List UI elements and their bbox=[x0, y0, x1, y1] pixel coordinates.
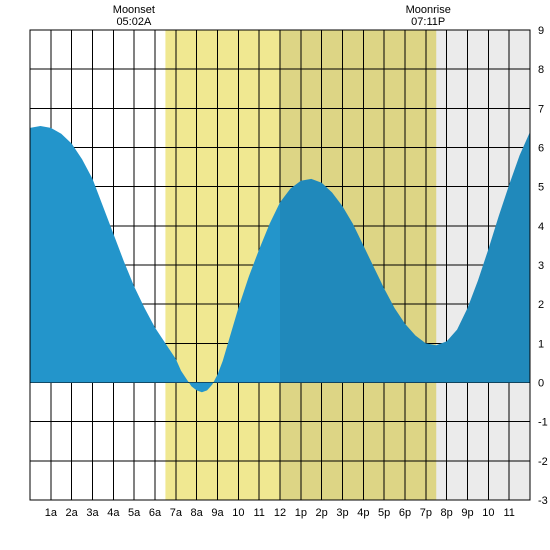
y-tick-label: -3 bbox=[538, 495, 548, 507]
y-tick-label: -2 bbox=[538, 456, 548, 468]
x-tick-label: 2a bbox=[66, 507, 79, 519]
x-tick-label: 3p bbox=[336, 507, 348, 519]
moonrise-label: Moonrise 07:11P bbox=[406, 4, 451, 28]
x-tick-label: 9a bbox=[211, 507, 224, 519]
x-tick-label: 8p bbox=[441, 507, 453, 519]
moonset-title: Moonset bbox=[113, 4, 155, 16]
x-tick-label: 11 bbox=[503, 507, 514, 519]
x-tick-label: 5p bbox=[378, 507, 390, 519]
x-tick-label: 10 bbox=[232, 507, 244, 519]
y-tick-label: 3 bbox=[538, 260, 544, 272]
x-tick-label: 9p bbox=[461, 507, 473, 519]
chart-svg: -3-2-101234567891a2a3a4a5a6a7a8a9a101112… bbox=[0, 0, 550, 550]
moonrise-time: 07:11P bbox=[406, 16, 451, 28]
y-tick-label: 2 bbox=[538, 299, 544, 311]
y-tick-label: 9 bbox=[538, 25, 544, 37]
x-tick-label: 1p bbox=[295, 507, 307, 519]
x-tick-label: 3a bbox=[86, 507, 99, 519]
pm-overlay bbox=[280, 30, 530, 500]
y-tick-label: 8 bbox=[538, 64, 544, 76]
moonrise-title: Moonrise bbox=[406, 4, 451, 16]
y-tick-label: 6 bbox=[538, 143, 544, 155]
x-tick-label: 6a bbox=[149, 507, 162, 519]
y-tick-label: -1 bbox=[538, 417, 548, 429]
moonset-time: 05:02A bbox=[113, 16, 155, 28]
x-tick-label: 4p bbox=[357, 507, 369, 519]
x-tick-label: 1a bbox=[45, 507, 58, 519]
x-tick-label: 7p bbox=[420, 507, 432, 519]
x-tick-label: 10 bbox=[482, 507, 494, 519]
x-tick-label: 11 bbox=[253, 507, 264, 519]
moonset-label: Moonset 05:02A bbox=[113, 4, 155, 28]
x-tick-label: 7a bbox=[170, 507, 183, 519]
x-tick-label: 4a bbox=[107, 507, 120, 519]
tide-chart: Moonset 05:02A Moonrise 07:11P -3-2-1012… bbox=[0, 0, 550, 550]
x-tick-label: 5a bbox=[128, 507, 141, 519]
y-tick-label: 1 bbox=[538, 338, 544, 350]
y-tick-label: 0 bbox=[538, 378, 544, 390]
x-tick-label: 6p bbox=[399, 507, 411, 519]
x-tick-label: 2p bbox=[316, 507, 328, 519]
x-tick-label: 8a bbox=[191, 507, 204, 519]
y-tick-label: 4 bbox=[538, 221, 544, 233]
y-tick-label: 7 bbox=[538, 103, 544, 115]
x-tick-label: 12 bbox=[274, 507, 286, 519]
y-tick-label: 5 bbox=[538, 182, 544, 194]
